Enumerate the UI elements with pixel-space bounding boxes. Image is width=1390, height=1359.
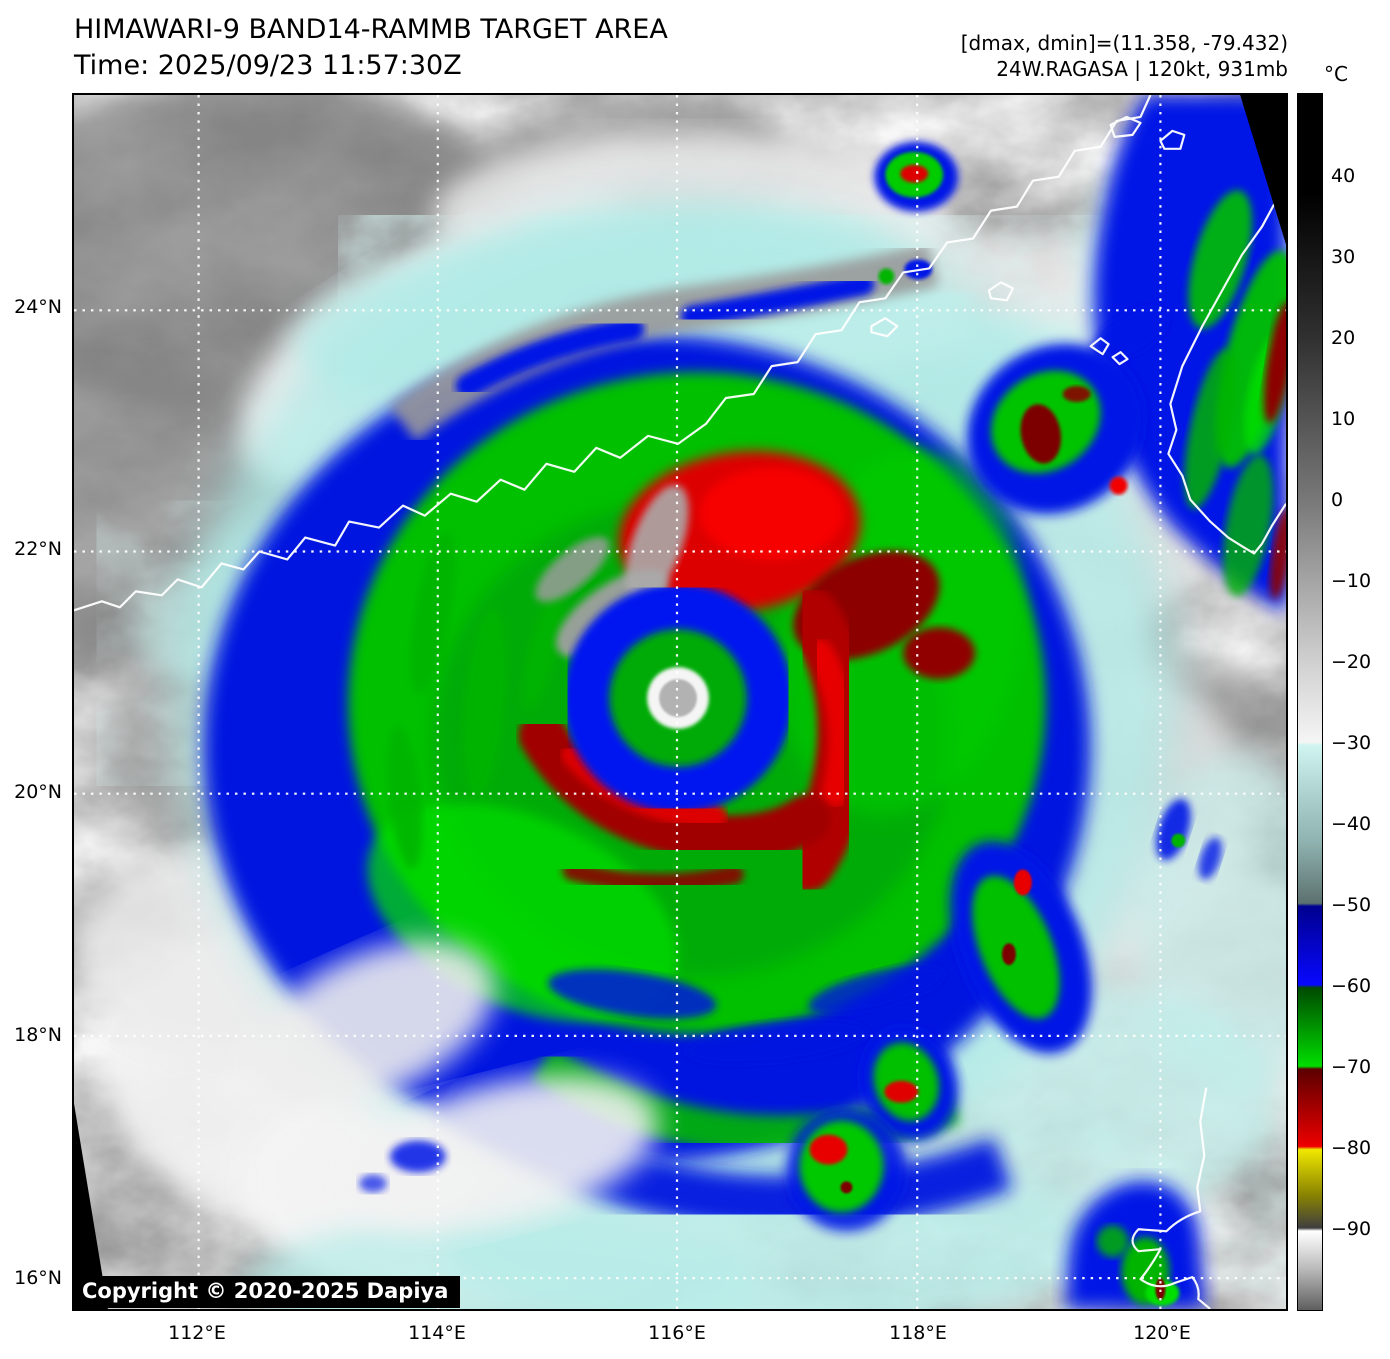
dmax-dmin-label: [dmax, dmin]=(11.358, -79.432): [960, 31, 1288, 55]
gridline-layer: [74, 95, 1286, 1309]
x-tick-114e: 114°E: [408, 1322, 466, 1344]
y-tick-16n: 16°N: [14, 1267, 62, 1289]
north-cell: [874, 141, 959, 212]
strait-cell: [967, 343, 1145, 515]
cb-tick-m50: −50: [1331, 894, 1372, 916]
cb-tick-m10: −10: [1331, 570, 1372, 592]
x-tick-112e: 112°E: [168, 1322, 226, 1344]
map-frame: [72, 93, 1288, 1311]
southeast-cells: [359, 798, 1222, 1232]
cb-tick-40: 40: [1331, 165, 1356, 187]
x-tick-116e: 116°E: [648, 1322, 706, 1344]
cb-tick-0: 0: [1331, 489, 1344, 511]
cb-tick-m40: −40: [1331, 813, 1372, 835]
cb-tick-m70: −70: [1331, 1056, 1372, 1078]
y-tick-24n: 24°N: [14, 296, 62, 318]
y-tick-18n: 18°N: [14, 1024, 62, 1046]
y-tick-20n: 20°N: [14, 781, 62, 803]
satellite-image: [74, 95, 1286, 1309]
cb-tick-m90: −90: [1331, 1218, 1372, 1240]
cb-tick-m60: −60: [1331, 975, 1372, 997]
swath-edge-top-right: [1240, 95, 1286, 245]
x-tick-118e: 118°E: [889, 1322, 947, 1344]
copyright-badge: Copyright © 2020-2025 Dapiya: [74, 1276, 461, 1308]
typhoon-red-lower-arc: [518, 710, 831, 863]
header-info: [dmax, dmin]=(11.358, -79.432) 24W.RAGAS…: [888, 30, 1288, 82]
cb-tick-m20: −20: [1331, 651, 1372, 673]
cb-tick-10: 10: [1331, 408, 1356, 430]
china-coastline: [74, 95, 1152, 612]
cb-tick-20: 20: [1331, 327, 1356, 349]
x-tick-120e: 120°E: [1133, 1322, 1191, 1344]
taiwan-cell: [1092, 95, 1286, 614]
time-label: Time: 2025/09/23 11:57:30Z: [74, 50, 462, 81]
colorbar-unit-label: °C: [1324, 62, 1348, 86]
cb-tick-m80: −80: [1331, 1137, 1372, 1159]
cb-tick-m30: −30: [1331, 732, 1372, 754]
cb-tick-30: 30: [1331, 246, 1356, 268]
storm-info-label: 24W.RAGASA | 120kt, 931mb: [996, 57, 1288, 81]
y-tick-22n: 22°N: [14, 538, 62, 560]
page-title: HIMAWARI-9 BAND14-RAMMB TARGET AREA: [74, 14, 668, 45]
taiwan-coastline: [1167, 202, 1286, 555]
temperature-colorbar: [1297, 93, 1323, 1311]
typhoon-ragasa: [179, 199, 1177, 1232]
remote-cells-layer: [359, 95, 1286, 1309]
